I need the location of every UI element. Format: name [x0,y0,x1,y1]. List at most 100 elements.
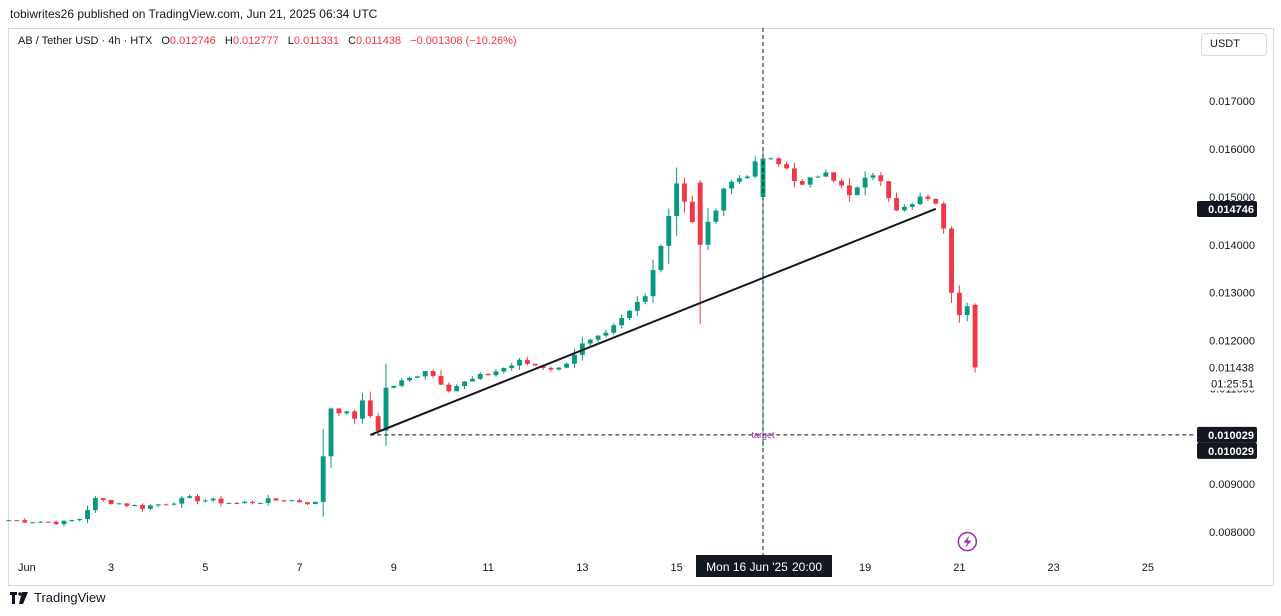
price-tick-label: 0.008000 [1209,527,1255,539]
trendline [369,207,937,436]
candle [949,226,954,303]
candle-body [61,520,67,525]
candle [6,520,12,522]
candle-body [854,187,860,196]
candle [485,373,491,376]
candle-body [666,216,672,246]
candle [493,368,499,377]
open-label: O [161,35,170,47]
footer-brand: TradingView [34,590,106,605]
candle-body [171,503,177,505]
candle [53,520,59,526]
candle-body [823,172,829,177]
price-label-box [1197,426,1257,443]
candle [320,428,326,517]
candle [242,500,248,504]
candle [257,502,263,505]
candle [854,186,860,196]
candle [909,203,915,210]
candle-body [147,505,153,509]
candle [752,156,758,179]
candle-body [878,175,884,182]
candle-body [328,408,334,457]
time-tick-label: 9 [391,562,397,574]
candle-body [265,498,271,504]
candle [273,498,279,502]
candle [894,192,899,211]
candle [430,369,436,379]
ohlc-legend: AB / Tether USD · 4h · HTX O0.012746 H0.… [18,35,517,47]
candle-body [289,500,295,502]
candle-body [737,178,742,182]
candle [305,501,310,506]
candle-body [658,245,664,271]
candle [634,296,640,316]
candle [517,358,522,370]
candle [352,409,358,424]
lightning-icon-bolt [963,535,972,548]
candle [187,494,193,499]
candle-body [721,188,727,211]
candle [202,499,208,503]
candle-body [532,363,538,366]
candle [791,162,797,188]
candle-body [375,416,381,431]
candle-body [776,158,782,165]
candle-body [305,502,310,505]
symbol-title[interactable]: AB / Tether USD · 4h · HTX [18,35,153,47]
candle-body [132,505,138,507]
candle [281,499,287,503]
candle [77,518,83,522]
candle-body [344,411,350,414]
candle-body [100,498,106,500]
candle [116,503,122,505]
time-tick-label: 7 [297,562,303,574]
candle-body [202,500,208,502]
candle-body [477,373,483,379]
candle [878,172,884,187]
candle-body [831,172,837,181]
candle-body [45,521,51,523]
price-label-box [1197,442,1257,459]
candle [524,356,530,366]
candle-body [768,158,774,160]
candle-body [862,177,868,188]
candle [100,497,106,502]
lightning-icon [957,531,978,552]
crosshair-time-label: 20:00 [792,560,822,574]
price-label: 0.010029 [1208,446,1254,458]
candle-body [462,381,467,387]
candle-body [799,181,805,185]
candle [477,371,483,381]
candle [454,384,460,392]
candle [85,505,90,524]
candle [336,407,342,416]
candle-body [682,183,687,202]
candle-body [187,496,193,498]
price-tick-label: 0.013000 [1209,288,1255,300]
candle [414,375,420,378]
candle [328,407,334,468]
candle-body [485,373,491,376]
currency-selector[interactable]: USDT [1201,33,1267,56]
candle [619,314,625,329]
candle [941,201,947,234]
candle [595,335,601,343]
candle-body [273,498,279,501]
open-value: 0.012746 [169,35,216,47]
candle-body [226,502,232,504]
candle [697,180,703,324]
time-tick-label: 21 [953,562,965,574]
candle [815,175,821,178]
candle [438,370,444,386]
candle [22,518,28,523]
target-label: target [752,430,776,440]
candle [399,378,405,387]
candle-body [53,521,59,525]
candle [195,494,200,505]
candle-body [454,386,460,392]
candle-body [509,365,515,369]
candle [509,362,515,371]
candle-body [548,367,554,370]
